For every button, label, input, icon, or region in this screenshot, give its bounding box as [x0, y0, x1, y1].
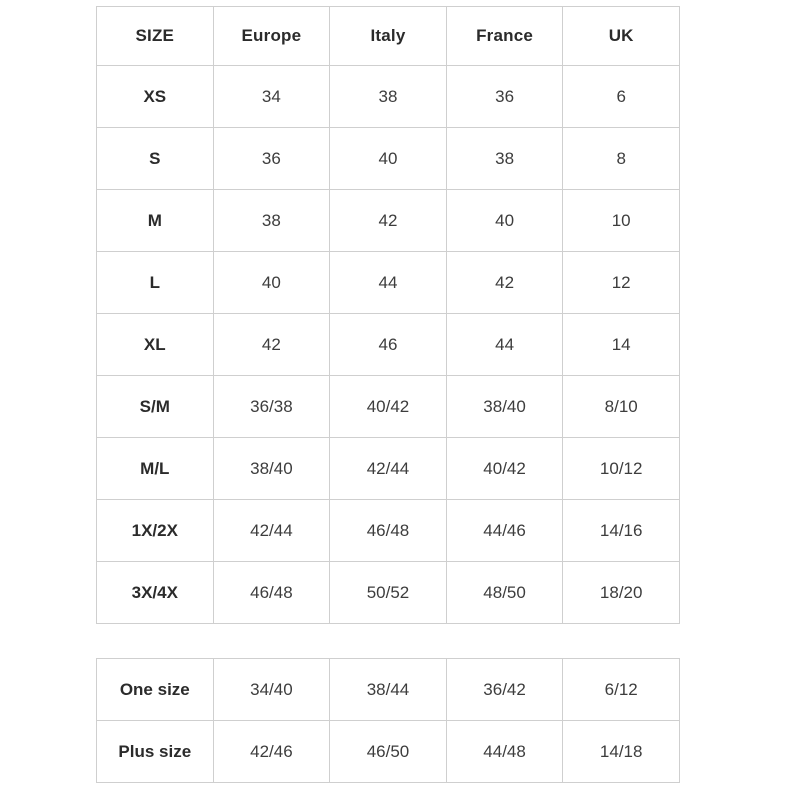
column-header-italy: Italy: [329, 6, 447, 66]
size-value-cell: 44/46: [445, 499, 564, 562]
size-value-cell: 36: [212, 127, 331, 190]
size-value-cell: 36/38: [212, 375, 331, 438]
size-value-cell: 34: [212, 65, 331, 128]
table-row: One size 34/40 38/44 36/42 6/12: [96, 658, 680, 721]
size-value-cell: 42: [445, 251, 564, 314]
size-value-cell: 46/48: [212, 561, 331, 624]
size-value-cell: 46/48: [329, 499, 447, 562]
size-label-cell: S/M: [96, 375, 214, 438]
size-value-cell: 8: [562, 127, 680, 190]
size-conversion-table-header: SIZE Europe Italy France UK: [96, 6, 680, 66]
size-value-cell: 42: [329, 189, 447, 252]
size-value-cell: 34/40: [212, 658, 331, 721]
table-row: M/L 38/40 42/44 40/42 10/12: [96, 437, 680, 500]
size-value-cell: 42: [212, 313, 331, 376]
size-label-cell: 1X/2X: [96, 499, 214, 562]
table-row: L 40 44 42 12: [96, 251, 680, 314]
table-row: XL 42 46 44 14: [96, 313, 680, 376]
size-value-cell: 38: [329, 65, 447, 128]
table-row: S 36 40 38 8: [96, 127, 680, 190]
size-value-cell: 10/12: [562, 437, 680, 500]
size-label-cell: XS: [96, 65, 214, 128]
column-header-europe: Europe: [212, 6, 331, 66]
column-header-uk: UK: [562, 6, 680, 66]
size-value-cell: 44: [329, 251, 447, 314]
header-row: SIZE Europe Italy France UK: [96, 6, 680, 66]
size-label-cell: One size: [96, 658, 214, 721]
size-value-cell: 42/46: [212, 720, 331, 783]
size-value-cell: 38/40: [212, 437, 331, 500]
size-value-cell: 46: [329, 313, 447, 376]
size-value-cell: 38/44: [329, 658, 447, 721]
size-label-cell: L: [96, 251, 214, 314]
size-conversion-table-body: XS 34 38 36 6 S 36 40 38 8 M 38 42 40 10 L 40 44 42 12 XL 42 4…: [96, 65, 680, 624]
size-value-cell: 50/52: [329, 561, 447, 624]
size-value-cell: 44/48: [445, 720, 564, 783]
size-value-cell: 38/40: [445, 375, 564, 438]
size-label-cell: Plus size: [96, 720, 214, 783]
table-row: Plus size 42/46 46/50 44/48 14/18: [96, 720, 680, 783]
size-value-cell: 48/50: [445, 561, 564, 624]
size-value-cell: 40: [445, 189, 564, 252]
column-header-size: SIZE: [96, 6, 214, 66]
column-header-france: France: [445, 6, 564, 66]
size-value-cell: 14/16: [562, 499, 680, 562]
size-value-cell: 10: [562, 189, 680, 252]
size-value-cell: 18/20: [562, 561, 680, 624]
size-tables-container: SIZE Europe Italy France UK XS 34 38 36 6 S 36…: [96, 6, 680, 783]
size-label-cell: M: [96, 189, 214, 252]
size-value-cell: 44: [445, 313, 564, 376]
size-value-cell: 36/42: [445, 658, 564, 721]
size-value-cell: 8/10: [562, 375, 680, 438]
table-row: 3X/4X 46/48 50/52 48/50 18/20: [96, 561, 680, 624]
size-value-cell: 12: [562, 251, 680, 314]
size-value-cell: 40/42: [445, 437, 564, 500]
table-row: XS 34 38 36 6: [96, 65, 680, 128]
size-label-cell: M/L: [96, 437, 214, 500]
size-value-cell: 6: [562, 65, 680, 128]
size-value-cell: 38: [212, 189, 331, 252]
size-value-cell: 38: [445, 127, 564, 190]
size-value-cell: 6/12: [562, 658, 680, 721]
size-label-cell: S: [96, 127, 214, 190]
size-value-cell: 42/44: [329, 437, 447, 500]
size-conversion-table: SIZE Europe Italy France UK XS 34 38 36 6 S 36…: [96, 6, 680, 624]
table-row: 1X/2X 42/44 46/48 44/46 14/16: [96, 499, 680, 562]
table-row: M 38 42 40 10: [96, 189, 680, 252]
special-sizes-table: One size 34/40 38/44 36/42 6/12 Plus size 42/4…: [96, 658, 680, 783]
size-value-cell: 46/50: [329, 720, 447, 783]
table-row: S/M 36/38 40/42 38/40 8/10: [96, 375, 680, 438]
size-value-cell: 40: [329, 127, 447, 190]
size-label-cell: XL: [96, 313, 214, 376]
size-value-cell: 40: [212, 251, 331, 314]
special-sizes-table-body: One size 34/40 38/44 36/42 6/12 Plus size 42/4…: [96, 658, 680, 783]
size-label-cell: 3X/4X: [96, 561, 214, 624]
size-value-cell: 40/42: [329, 375, 447, 438]
size-value-cell: 14: [562, 313, 680, 376]
size-value-cell: 14/18: [562, 720, 680, 783]
size-value-cell: 42/44: [212, 499, 331, 562]
size-value-cell: 36: [445, 65, 564, 128]
